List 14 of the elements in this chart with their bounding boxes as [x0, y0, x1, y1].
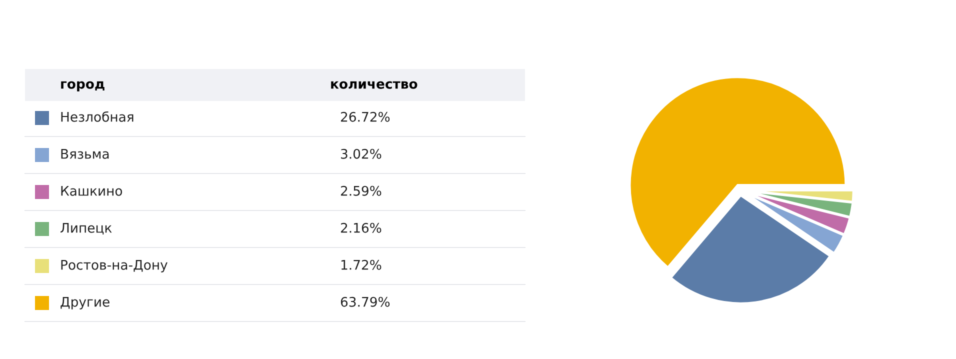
legend-label: Вязьма [61, 149, 109, 159]
data-label: 2.16% [340, 222, 382, 233]
legend-label: Незлобная [61, 111, 134, 122]
legend-label: Липецк [60, 223, 112, 234]
data-label: 26.72% [340, 112, 390, 122]
legend-label: Ростов-на-Дону [61, 260, 168, 272]
legend-title: город [61, 81, 104, 92]
data-label: 1.72% [341, 260, 382, 270]
text: количество [331, 81, 418, 89]
legend-label: Другие [60, 297, 110, 310]
legend-label: Кашкино [61, 186, 122, 196]
data-label: 63.79% [340, 296, 390, 307]
data-label: 3.02% [341, 148, 382, 159]
data-label: 2.59% [340, 186, 382, 196]
